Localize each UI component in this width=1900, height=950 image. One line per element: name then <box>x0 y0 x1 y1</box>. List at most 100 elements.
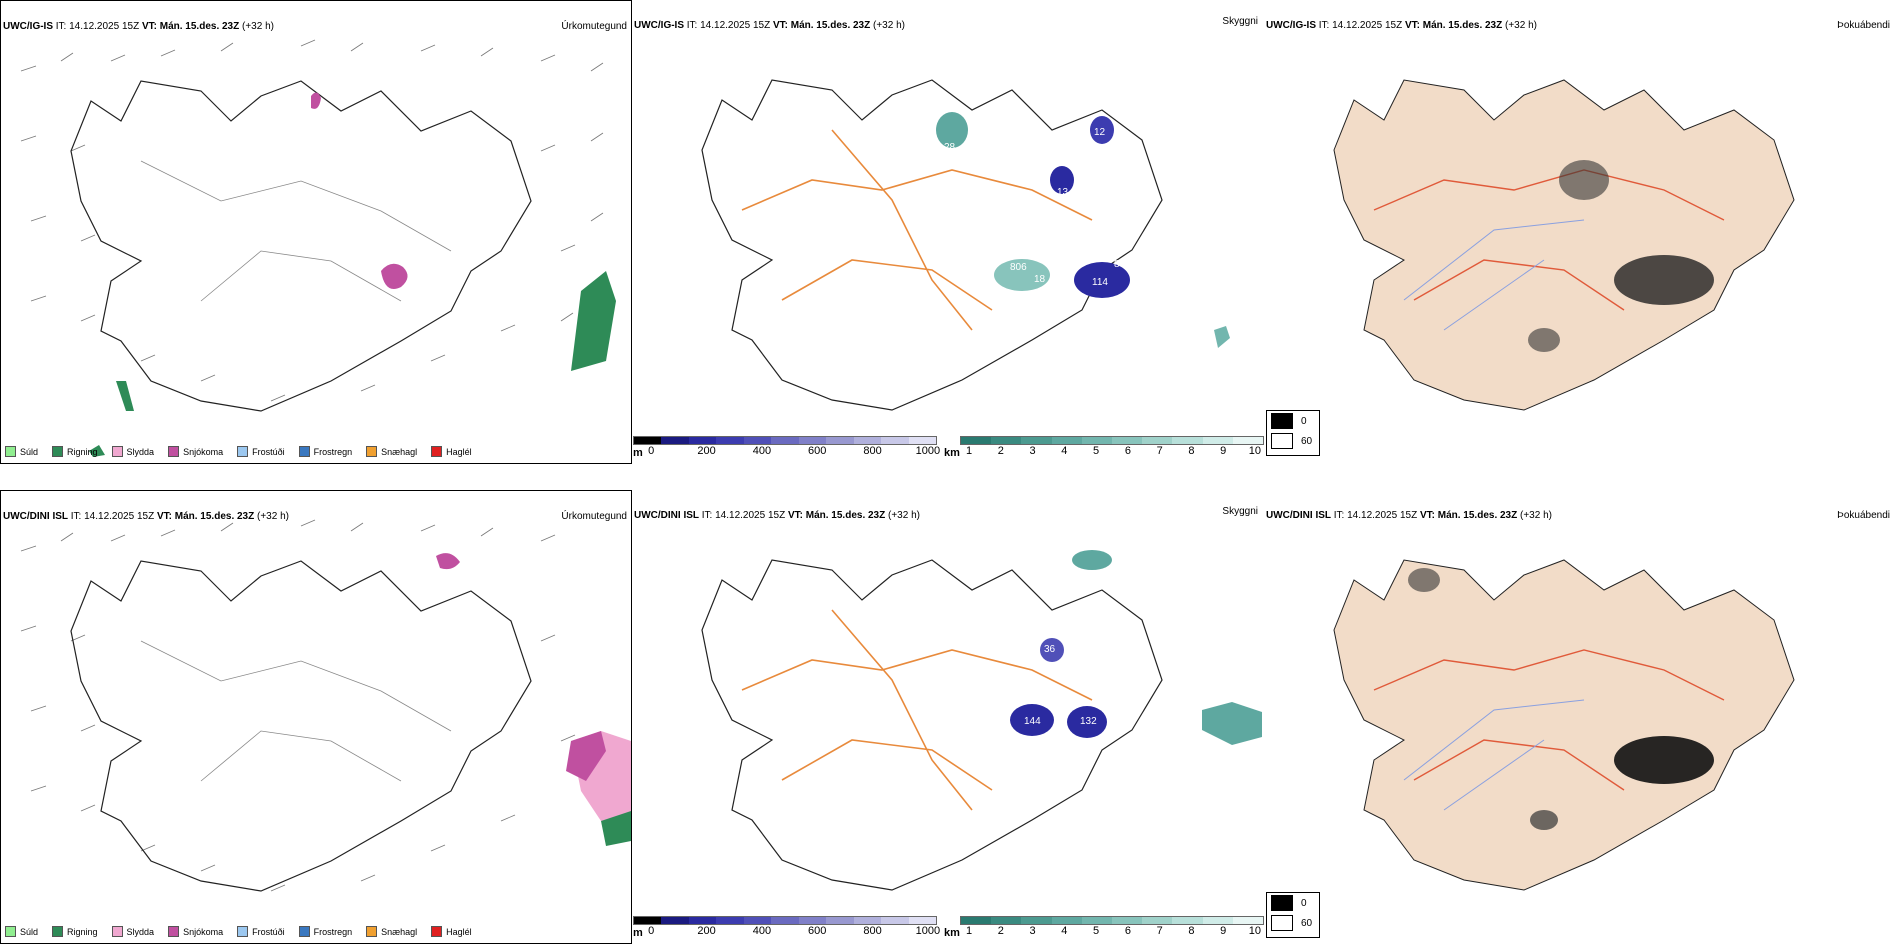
legend-item: Frostúði <box>237 446 285 457</box>
colorbar-segment <box>1112 917 1143 924</box>
fog-map-bottom <box>1333 559 1795 891</box>
colorbar-segment <box>771 917 799 924</box>
legend-swatch <box>168 926 180 937</box>
colorbar-segment <box>961 437 992 444</box>
colorbar-segment <box>661 437 689 444</box>
legend-label: Slydda <box>126 446 155 457</box>
colorbar-segment <box>826 437 854 444</box>
legend-label: Snæhagl <box>381 446 418 457</box>
colorbar-segment <box>1142 437 1173 444</box>
legend-item: Snjókoma <box>168 926 223 937</box>
vis-value-label: 114 <box>1092 277 1108 288</box>
legend-item: Snæhagl <box>366 446 417 457</box>
colorbar-segment <box>716 917 744 924</box>
colorbar-segment <box>716 437 744 444</box>
colorbar-segment <box>1202 917 1233 924</box>
colorbar-tick: 3 <box>1029 445 1036 457</box>
visibility-panel-bottom: 18 36 144 18 132 UWC/DINI ISL IT: 14.12.2025… <box>632 490 1262 950</box>
colorbar-segment <box>908 917 936 924</box>
legend-swatch <box>237 446 249 457</box>
legend-item: Frostregn <box>298 446 353 457</box>
colorbar-segment <box>688 437 717 444</box>
precip-legend-top: Súld Rigning Slydda Snjókoma Frostúði Frostre… <box>5 446 472 457</box>
precip-legend-bottom: Súld Rigning Slydda Snjókoma Frostúði Frostre… <box>5 926 472 937</box>
colorbar-tick: 10 <box>1248 445 1261 457</box>
legend-item: Súld <box>5 926 38 937</box>
title-precip-bottom: Úrkomutegund <box>561 511 627 522</box>
legend-swatch <box>111 446 123 457</box>
fog-legend-bottom: 0 60 <box>1266 892 1320 938</box>
vis-colorbar-top: 1 2 3 4 5 6 7 8 9 10 <box>960 436 1264 457</box>
vis-unit-top: km <box>944 447 960 459</box>
colorbar-segment <box>881 437 909 444</box>
colorbar-tick: 5 <box>1093 925 1100 937</box>
colorbar-tick: 200 <box>697 445 716 457</box>
colorbar-tick: 9 <box>1220 445 1227 457</box>
header-fog-bottom: UWC/DINI ISL IT: 14.12.2025 15Z VT: Mán.… <box>1266 510 1552 521</box>
colorbar-segment <box>771 437 799 444</box>
precip-map-bottom <box>20 519 631 892</box>
legend-swatch <box>366 446 378 457</box>
vis-value-label: 84 <box>1114 259 1126 270</box>
colorbar-tick: 6 <box>1124 445 1131 457</box>
colorbar-segment <box>1112 437 1143 444</box>
colorbar-tick: 9 <box>1220 925 1227 937</box>
colorbar-tick: 2 <box>997 925 1004 937</box>
colorbar-segment <box>1232 437 1264 444</box>
legend-label: Frostregn <box>313 446 353 457</box>
colorbar-tick: 8 <box>1188 925 1195 937</box>
colorbar-tick: 3 <box>1029 925 1036 937</box>
colorbar-tick: 200 <box>697 925 716 937</box>
colorbar-tick: 800 <box>863 445 882 457</box>
title-vis-bottom: Skyggni <box>1222 506 1258 517</box>
legend-swatch <box>431 446 443 457</box>
header-vis-top: UWC/IG-IS IT: 14.12.2025 15Z VT: Mán. 15… <box>634 20 905 31</box>
colorbar-segment <box>1021 437 1052 444</box>
precip-type-panel-top: UWC/IG-IS IT: 14.12.2025 15Z VT: Mán. 15… <box>0 0 632 464</box>
colorbar-tick: 6 <box>1124 925 1131 937</box>
legend-label: Snjókoma <box>183 926 224 937</box>
height-colorbar-bottom: 0 200 400 600 800 1000 <box>633 916 940 937</box>
colorbar-segment <box>853 917 882 924</box>
legend-swatch <box>111 926 123 937</box>
colorbar-tick: 7 <box>1156 925 1163 937</box>
legend-label: Slydda <box>126 926 155 937</box>
legend-label: Rigning <box>67 446 98 457</box>
vis-value-label: 36 <box>1044 644 1056 655</box>
colorbar-tick: 5 <box>1093 445 1100 457</box>
legend-item: Rigning <box>52 926 98 937</box>
colorbar-segment <box>1202 437 1233 444</box>
legend-label: Snæhagl <box>381 926 418 937</box>
vis-value-label: 18 <box>1034 274 1046 285</box>
fog-legend-top: 0 60 <box>1266 410 1320 456</box>
colorbar-tick: 800 <box>863 925 882 937</box>
colorbar-tick: 7 <box>1156 445 1163 457</box>
legend-label: Frostúði <box>252 926 285 937</box>
legend-label: Súld <box>20 446 39 457</box>
vis-unit-bottom: km <box>944 927 960 939</box>
fog-map-top <box>1333 79 1795 411</box>
vis-value-label: 132 <box>1080 716 1097 727</box>
title-precip-top: Úrkomutegund <box>561 21 627 32</box>
visibility-map-top: 28 33 12 34 13 16 806 18 84 114 <box>701 79 1230 411</box>
header-vis-bottom: UWC/DINI ISL IT: 14.12.2025 15Z VT: Mán.… <box>634 510 920 521</box>
header-precip-bottom: UWC/DINI ISL IT: 14.12.2025 15Z VT: Mán.… <box>3 511 289 522</box>
height-bar <box>633 436 937 445</box>
colorbar-tick: 4 <box>1061 925 1068 937</box>
colorbar-tick: 0 <box>648 445 655 457</box>
legend-label: Súld <box>20 926 39 937</box>
legend-item: Haglél <box>431 926 472 937</box>
colorbar-tick: 600 <box>808 445 827 457</box>
colorbar-segment <box>1051 917 1082 924</box>
colorbar-tick: 10 <box>1248 925 1261 937</box>
colorbar-segment <box>1021 917 1052 924</box>
fog-panel-top: UWC/IG-IS IT: 14.12.2025 15Z VT: Mán. 15… <box>1264 0 1894 460</box>
colorbar-tick: 600 <box>808 925 827 937</box>
colorbar-segment <box>1142 917 1173 924</box>
colorbar-segment <box>908 437 936 444</box>
legend-item: Haglél <box>431 446 472 457</box>
precip-map-top <box>20 39 616 457</box>
precip-type-panel-bottom: UWC/DINI ISL IT: 14.12.2025 15Z VT: Mán.… <box>0 490 632 944</box>
height-unit-top: m <box>633 447 643 459</box>
legend-item: Snjókoma <box>168 446 223 457</box>
